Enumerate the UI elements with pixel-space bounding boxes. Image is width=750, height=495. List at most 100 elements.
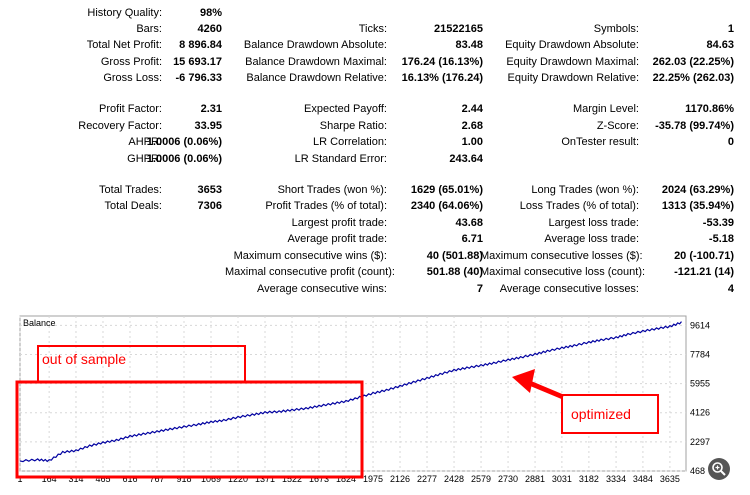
lr-correlation-label: LR Correlation: — [313, 136, 387, 148]
chart-title: Balance — [23, 318, 56, 328]
y-tick-label: 9614 — [690, 320, 710, 330]
x-tick-label: 2126 — [390, 474, 410, 484]
x-tick-label: 1975 — [363, 474, 383, 484]
expected-payoff-value: 2.44 — [461, 103, 483, 115]
average-loss-trade-value: -5.18 — [708, 233, 734, 245]
max-consecutive-losses-label: Maximum consecutive losses ($): — [480, 250, 643, 262]
equity-drawdown-absolute-value: 84.63 — [706, 39, 734, 51]
long-trades-value: 2024 (63.29%) — [661, 184, 734, 196]
ahpr-value: 1.0006 (0.06%) — [146, 136, 222, 148]
x-tick-label: 2277 — [417, 474, 437, 484]
arrow-icon — [512, 369, 564, 400]
total-trades-label: Total Trades: — [99, 184, 162, 196]
x-tick-label: 2579 — [471, 474, 491, 484]
balance-drawdown-absolute-label: Balance Drawdown Absolute: — [243, 39, 387, 51]
largest-profit-trade-value: 43.68 — [455, 217, 483, 229]
balance-drawdown-relative-label: Balance Drawdown Relative: — [246, 72, 387, 84]
out-of-sample-label: out of sample — [42, 351, 126, 367]
short-trades-value: 1629 (65.01%) — [410, 184, 483, 196]
recovery-factor-label: Recovery Factor: — [78, 120, 162, 132]
gross-profit-value: 15 693.17 — [173, 56, 222, 68]
equity-drawdown-maximal-value: 262.03 (22.25%) — [652, 56, 734, 68]
x-tick-label: 1069 — [201, 474, 221, 484]
max-consecutive-losses-value: 20 (-100.71) — [674, 250, 734, 262]
largest-loss-trade-label: Largest loss trade: — [548, 217, 640, 229]
largest-profit-trade-label: Largest profit trade: — [291, 217, 387, 229]
equity-drawdown-maximal-label: Equity Drawdown Maximal: — [506, 56, 639, 68]
chart-grid — [19, 316, 686, 472]
z-score-value: -35.78 (99.74%) — [655, 120, 734, 132]
y-axis-ticks: 9614 7784 5955 4126 2297 468 — [690, 320, 710, 476]
lr-standard-error-value: 243.64 — [449, 153, 483, 165]
average-consecutive-wins-label: Average consecutive wins: — [256, 283, 387, 295]
balance-series — [19, 321, 682, 463]
maximal-consecutive-profit-label: Maximal consecutive profit (count): — [225, 266, 395, 278]
total-net-profit-label: Total Net Profit: — [86, 39, 162, 51]
x-tick-label: 1522 — [282, 474, 302, 484]
ahpr-label: AHPR: — [128, 136, 162, 148]
x-tick-label: 314 — [68, 474, 83, 484]
ontester-result-value: 0 — [727, 136, 734, 148]
x-tick-label: 616 — [122, 474, 137, 484]
margin-level-value: 1170.86% — [685, 103, 734, 115]
profit-factor-label: Profit Factor: — [99, 103, 162, 115]
ticks-value: 21522165 — [434, 23, 483, 35]
maximal-consecutive-profit-value: 501.88 (40) — [426, 266, 483, 278]
x-tick-label: 1824 — [336, 474, 356, 484]
bars-value: 4260 — [197, 23, 222, 35]
gross-loss-value: -6 796.33 — [175, 72, 222, 84]
ghpr-label: GHPR: — [127, 153, 162, 165]
loss-trades-label: Loss Trades (% of total): — [519, 200, 639, 212]
y-tick-label: 468 — [690, 466, 705, 476]
average-profit-trade-value: 6.71 — [461, 233, 483, 245]
margin-level-label: Margin Level: — [572, 103, 639, 115]
recovery-factor-value: 33.95 — [194, 120, 222, 132]
average-loss-trade-label: Average loss trade: — [544, 233, 639, 245]
x-tick-label: 1 — [17, 474, 22, 484]
x-tick-label: 3031 — [552, 474, 572, 484]
ghpr-value: 1.0006 (0.06%) — [146, 153, 222, 165]
balance-drawdown-maximal-value: 176.24 (16.13%) — [401, 56, 483, 68]
total-net-profit-value: 8 896.84 — [179, 39, 222, 51]
average-profit-trade-label: Average profit trade: — [287, 233, 387, 245]
balance-line — [19, 321, 682, 463]
average-consecutive-losses-label: Average consecutive losses: — [499, 283, 639, 295]
total-deals-value: 7306 — [197, 200, 222, 212]
lr-standard-error-label: LR Standard Error: — [294, 153, 387, 165]
long-trades-label: Long Trades (won %): — [531, 184, 639, 196]
y-tick-label: 4126 — [690, 408, 710, 418]
bars-label: Bars: — [136, 23, 162, 35]
average-consecutive-wins-value: 7 — [476, 283, 483, 295]
z-score-label: Z-Score: — [596, 120, 639, 132]
sharpe-ratio-value: 2.68 — [461, 120, 483, 132]
optimized-label: optimized — [571, 406, 631, 422]
max-consecutive-wins-label: Maximum consecutive wins ($): — [233, 250, 387, 262]
x-tick-label: 1220 — [228, 474, 248, 484]
lr-correlation-value: 1.00 — [461, 136, 483, 148]
symbols-label: Symbols: — [593, 23, 639, 35]
history-quality-label: History Quality: — [87, 7, 162, 19]
balance-drawdown-absolute-value: 83.48 — [455, 39, 483, 51]
y-tick-label: 2297 — [690, 437, 710, 447]
equity-drawdown-relative-label: Equity Drawdown Relative: — [507, 72, 639, 84]
x-tick-label: 2881 — [525, 474, 545, 484]
ontester-result-label: OnTester result: — [561, 136, 639, 148]
optimized-box — [561, 394, 659, 434]
x-tick-label: 3182 — [579, 474, 599, 484]
x-tick-label: 3635 — [660, 474, 680, 484]
gross-loss-label: Gross Loss: — [103, 72, 162, 84]
ticks-label: Ticks: — [358, 23, 387, 35]
zoom-in-icon[interactable] — [708, 458, 730, 480]
balance-drawdown-maximal-label: Balance Drawdown Maximal: — [245, 56, 387, 68]
short-trades-label: Short Trades (won %): — [277, 184, 387, 196]
x-tick-label: 164 — [42, 474, 57, 484]
plot-frame — [19, 315, 687, 472]
profit-factor-value: 2.31 — [200, 103, 222, 115]
total-trades-value: 3653 — [197, 184, 222, 196]
average-consecutive-losses-value: 4 — [727, 283, 734, 295]
x-tick-label: 3484 — [633, 474, 653, 484]
equity-drawdown-absolute-label: Equity Drawdown Absolute: — [505, 39, 639, 51]
gross-profit-label: Gross Profit: — [100, 56, 162, 68]
x-tick-label: 2428 — [444, 474, 464, 484]
